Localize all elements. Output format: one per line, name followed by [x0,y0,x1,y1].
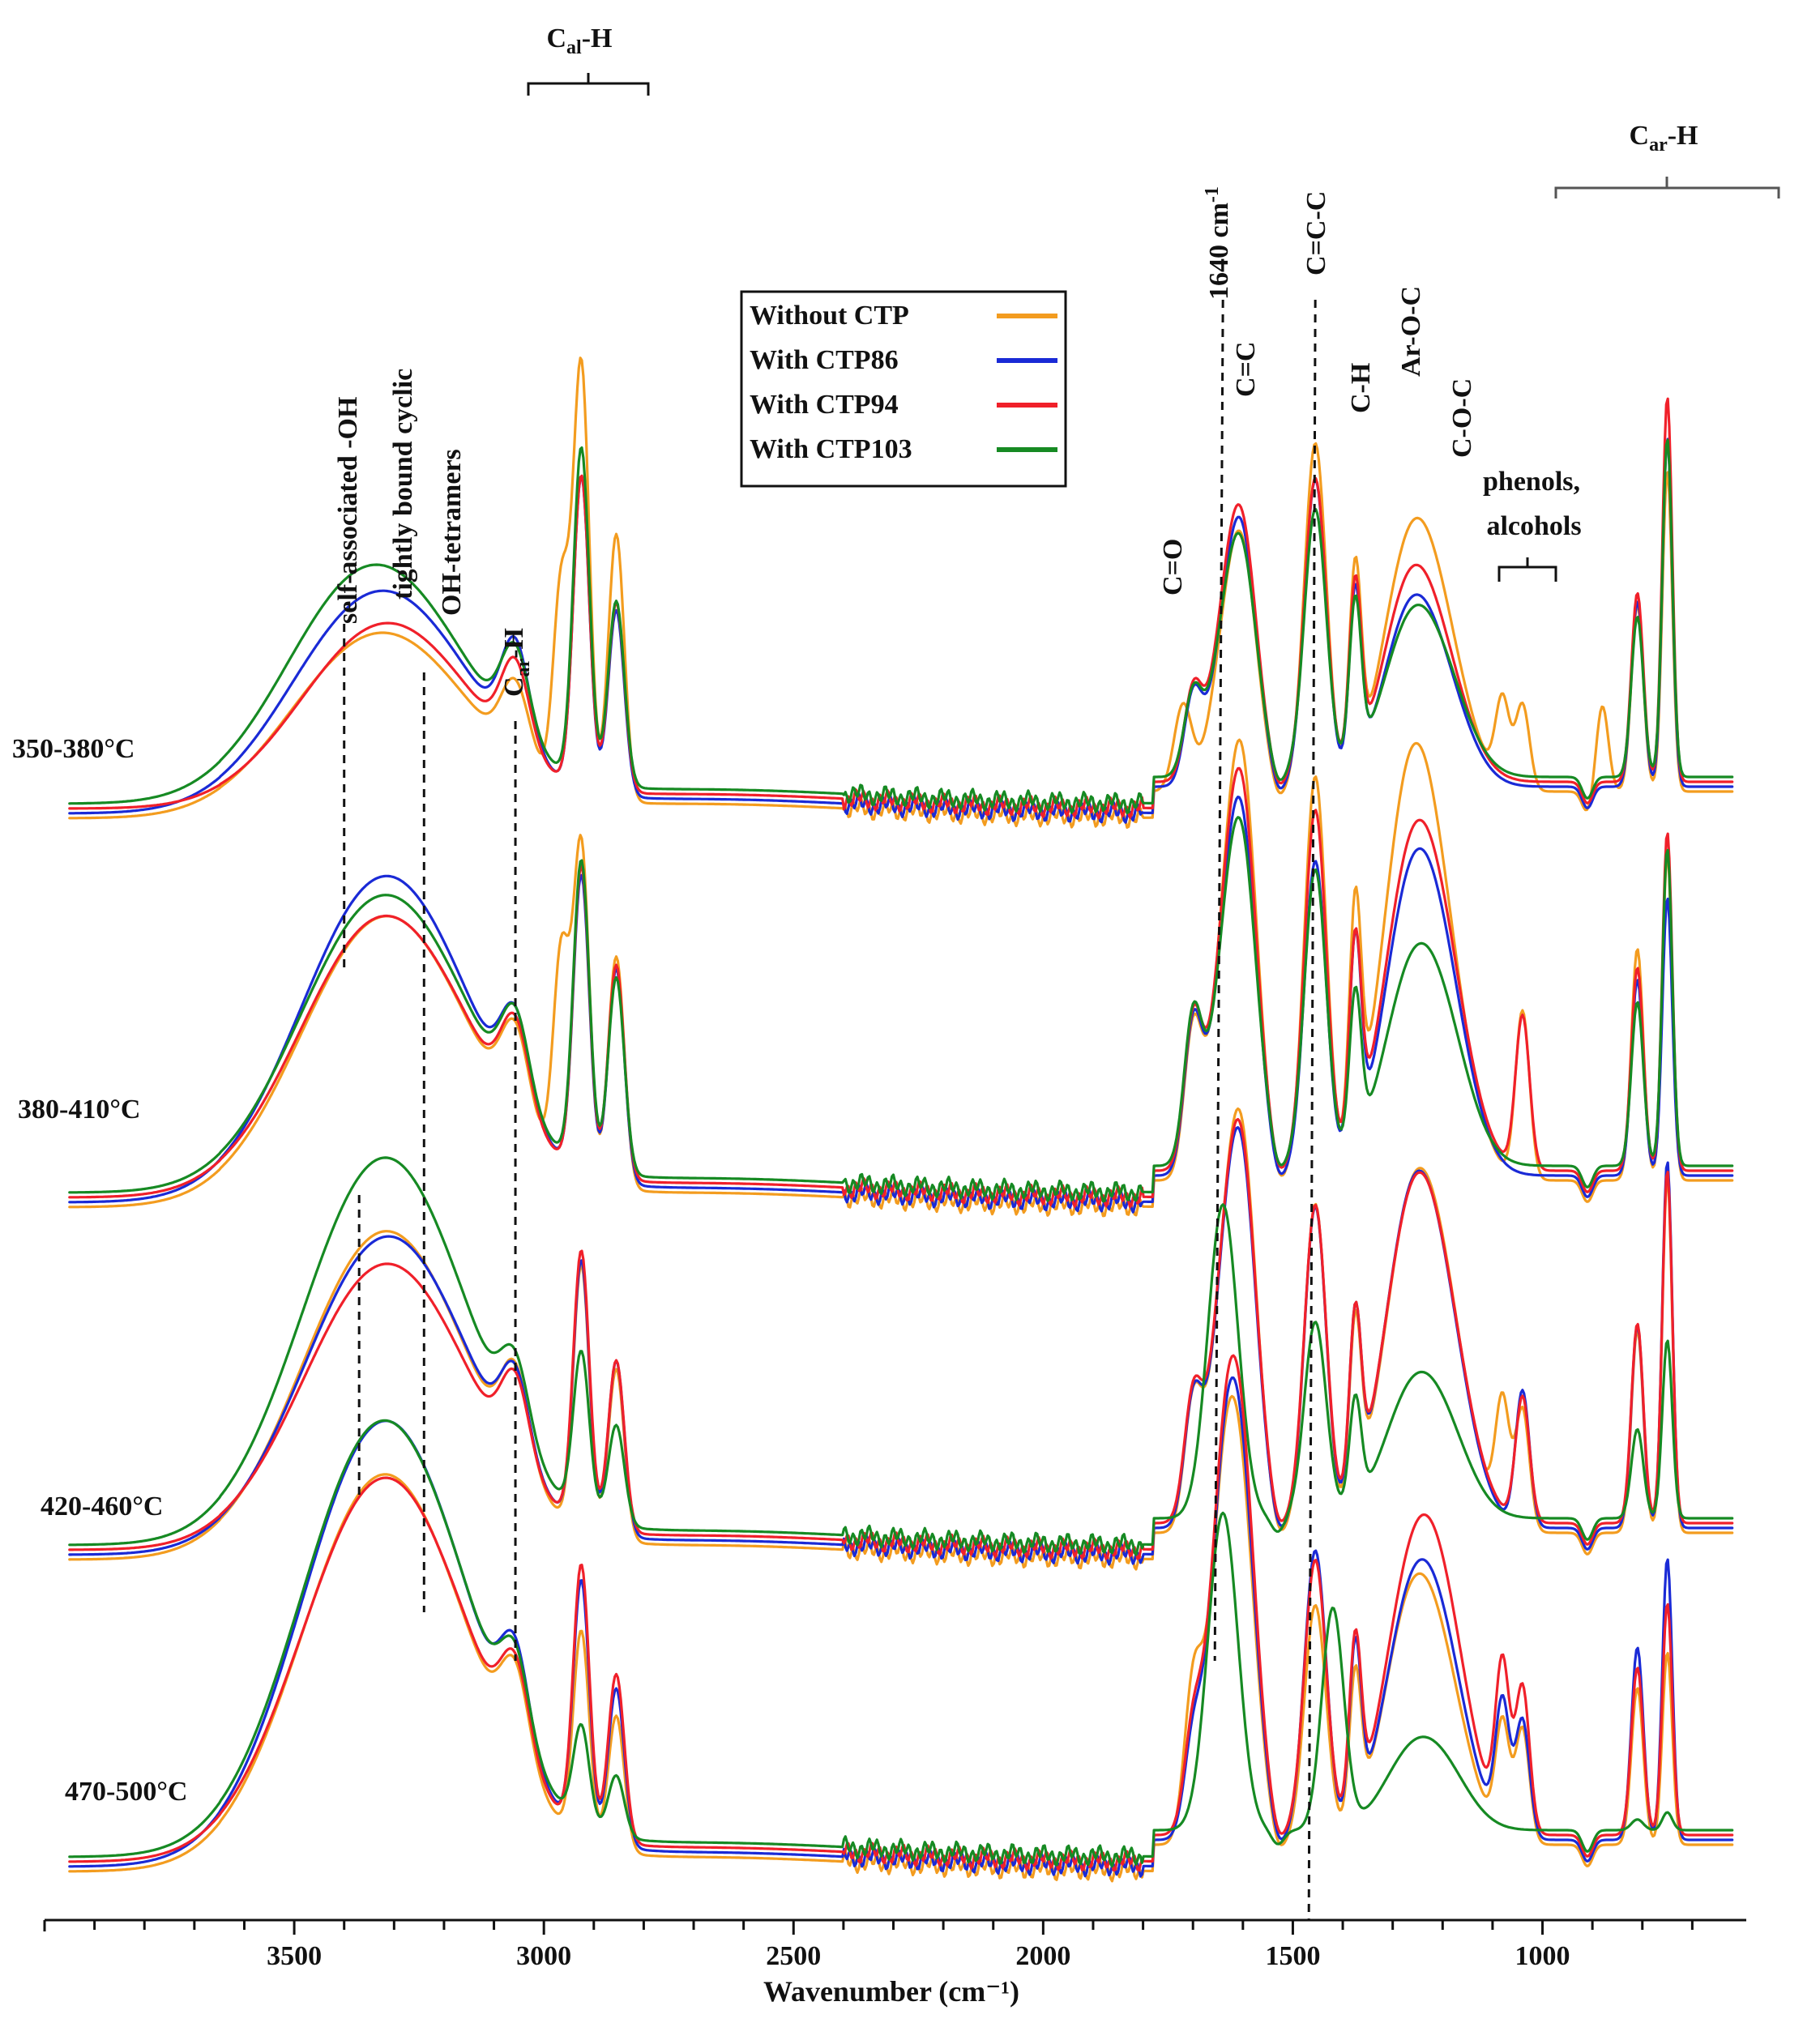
legend-label-2: With CTP94 [750,390,899,420]
series-line-1-2 [68,766,1734,1209]
x-tick-label-2500: 2500 [766,1941,821,1971]
annotation-3: Car-H [499,628,534,697]
annotation-12: phenols, [1483,467,1580,497]
annotation-8: C=C-C [1301,191,1331,275]
series-line-1-3 [68,816,1734,1203]
x-axis-title: Wavenumber (cm⁻¹) [763,1975,1019,2008]
annotation-5: C=O [1158,539,1188,595]
plot-lines [68,356,1734,1883]
series-line-3-3 [68,1419,1734,1868]
x-tick-label-2000: 2000 [1015,1941,1070,1971]
annotation-0: self-associated -OH [333,397,363,624]
cal-h-bracket [527,73,650,96]
annotation-10: Ar-O-C [1396,286,1426,377]
panel-label-3: 470-500°C [65,1777,187,1807]
reference-lines [343,299,1317,1921]
series-line-3-0 [68,1394,1734,1883]
x-tick-label-1000: 1000 [1515,1941,1570,1971]
panel-label-0: 350-380°C [12,734,135,764]
x-axis: 3500 3000 2500 2000 1500 1000 Wavenumber (cm⁻¹… [43,1918,1746,2008]
series-line-2-0 [68,1107,1734,1571]
legend-label-1: With CTP86 [750,345,899,375]
x-tick-label-3000: 3000 [516,1941,571,1971]
legend-box [740,290,1067,488]
legend-label-0: Without CTP [750,301,909,331]
legend: Without CTP With CTP86 With CTP94 With CTP1… [740,290,1067,488]
series-line-3-1 [68,1376,1734,1878]
series-line-3-2 [68,1354,1734,1872]
panel-labels: 350-380°C 380-410°C 420-460°C 470-500°C [12,734,187,1807]
legend-label-3: With CTP103 [750,434,912,464]
annotations: self-associated -OH tightly bound cyclic O… [333,23,1780,697]
x-tick-label-3500: 3500 [267,1941,322,1971]
annotation-4: Cal-H [546,23,612,58]
panel-label-1: 380-410°C [18,1095,140,1125]
series-line-2-3 [68,1156,1734,1556]
panel-label-2: 420-460°C [41,1492,163,1521]
annotation-14: Car-H [1630,121,1698,156]
series-line-0-2 [68,397,1734,820]
annotation-1: tightly bound cyclic [388,369,418,600]
series-line-2-2 [68,1117,1734,1560]
annotation-6: 1640 cm-1 [1202,186,1234,300]
series-line-0-3 [68,438,1734,815]
annotation-7: C=C [1231,342,1261,397]
series-line-1-1 [68,796,1734,1214]
x-tick-label-1500: 1500 [1265,1941,1320,1971]
annotation-11: C-O-C [1447,378,1477,458]
annotation-9: C-H [1346,363,1376,413]
reference-line-5 [1307,299,1317,1921]
annotation-2: OH-tetramers [437,449,467,616]
annotation-13: alcohols [1486,511,1581,541]
series-line-0-1 [68,437,1734,824]
car-h-bracket [1554,177,1780,198]
phenols-bracket [1497,557,1557,582]
